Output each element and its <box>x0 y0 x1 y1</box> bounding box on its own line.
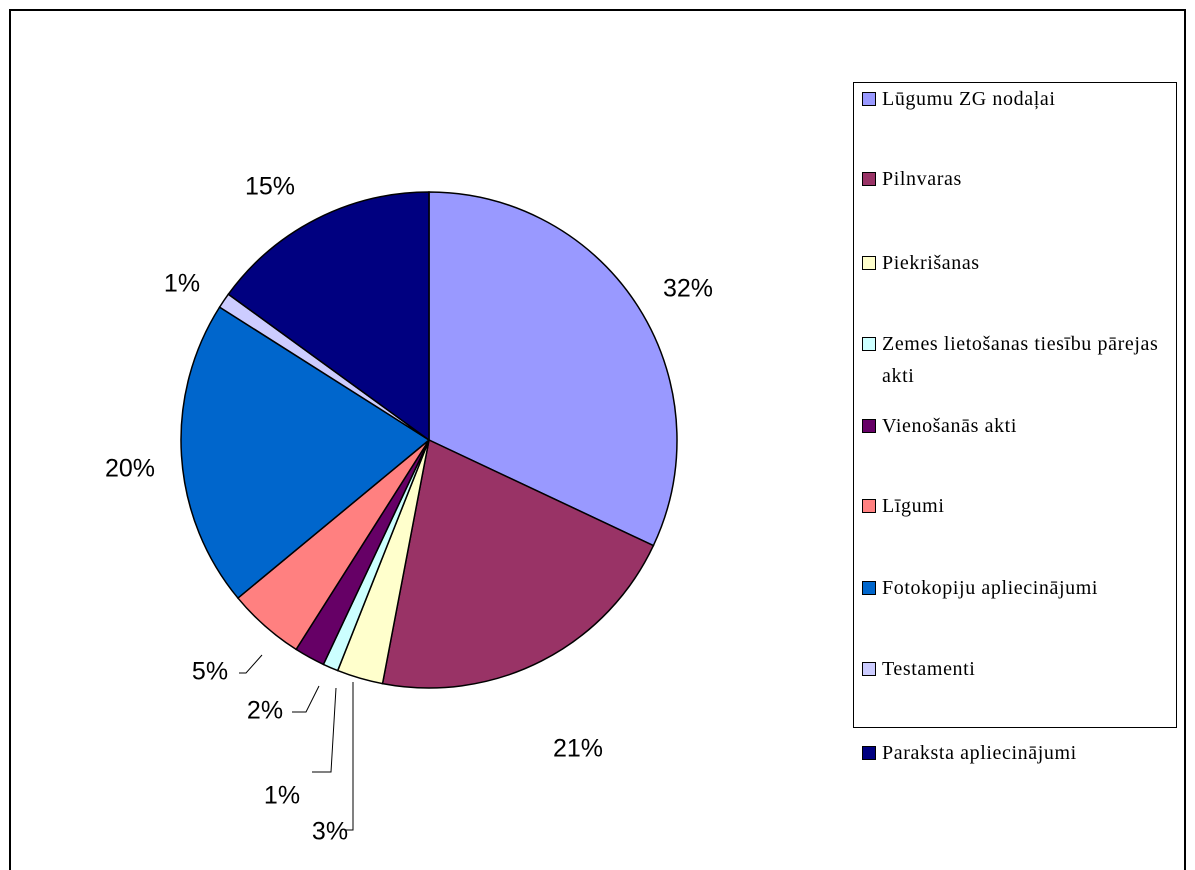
pie-slice <box>180 306 431 600</box>
legend-label: Pilnvaras <box>882 168 962 190</box>
pie-slice <box>227 191 430 442</box>
legend-swatch <box>862 746 876 760</box>
data-label: 5% <box>192 658 228 686</box>
data-label: 15% <box>245 173 295 201</box>
leader-line <box>239 654 263 674</box>
data-label: 21% <box>553 735 603 763</box>
legend-swatch <box>862 337 876 351</box>
data-label: 1% <box>264 782 300 810</box>
pie-slice <box>381 438 655 689</box>
data-label: 2% <box>247 697 283 725</box>
legend-entry: Līgumi <box>862 490 1172 522</box>
leader-line <box>312 687 337 773</box>
data-label: 20% <box>105 455 155 483</box>
legend-swatch <box>862 419 876 433</box>
legend-entry: Testamenti <box>862 653 1172 685</box>
legend-label: Paraksta apliecinājumi <box>882 742 1077 764</box>
legend-swatch <box>862 92 876 106</box>
leader-line <box>344 682 354 831</box>
legend-swatch <box>862 499 876 513</box>
legend-entry: Pilnvaras <box>862 163 1172 195</box>
data-label: 3% <box>312 818 348 846</box>
legend-swatch <box>862 662 876 676</box>
legend-entry: Fotokopiju apliecinājumi <box>862 572 1172 604</box>
legend-label: Līgumi <box>882 495 945 517</box>
frame <box>9 9 1186 870</box>
legend-label: Fotokopiju apliecinājumi <box>882 577 1099 599</box>
data-label: 1% <box>164 270 200 298</box>
legend-entry: Lūgumu ZG nodaļai <box>862 83 1172 115</box>
data-label: 32% <box>663 275 713 303</box>
legend-label: Zemes lietošanas tiesību pārejas akti <box>882 333 1159 387</box>
legend-swatch <box>862 256 876 270</box>
legend-entry: Paraksta apliecinājumi <box>862 737 1172 769</box>
legend-entry: Piekrišanas <box>862 247 1172 279</box>
legend-label: Vienošanās akti <box>882 415 1017 437</box>
legend-label: Testamenti <box>882 658 976 680</box>
legend: Lūgumu ZG nodaļai Pilnvaras Piekrišanas Zem… <box>853 82 1177 764</box>
legend-swatch <box>862 581 876 595</box>
leader-line <box>292 685 320 713</box>
legend-entry: Vienošanās akti <box>862 410 1172 442</box>
legend-swatch <box>862 172 876 186</box>
legend-label: Lūgumu ZG nodaļai <box>882 88 1056 110</box>
legend-entry: Zemes lietošanas tiesību pārejas akti <box>862 328 1172 392</box>
legend-label: Piekrišanas <box>882 252 980 274</box>
pie-slice <box>428 191 678 547</box>
